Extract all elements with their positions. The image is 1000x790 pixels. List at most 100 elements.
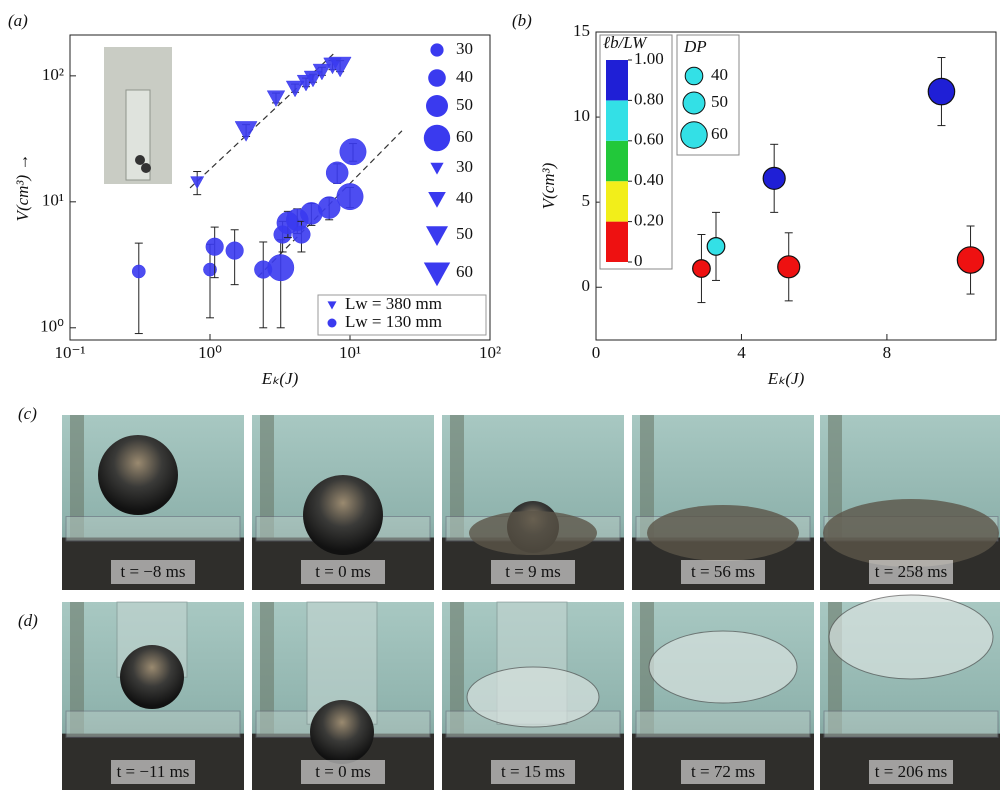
legend-box (317, 294, 487, 336)
colorbar-label: 0.80 (634, 89, 664, 108)
frame-caption: t = 206 ms (875, 762, 947, 781)
caption-bg (491, 760, 575, 784)
photo-frame: t = 0 ms (252, 415, 434, 590)
caption-bg (301, 560, 385, 584)
y-tick-label: 10⁰ (40, 317, 64, 336)
photo-glass (823, 710, 999, 738)
x-tick-label: 10¹ (339, 343, 361, 362)
legend-marker (426, 226, 448, 246)
marker (203, 262, 217, 277)
marker (292, 225, 311, 244)
photo-glass (65, 710, 241, 738)
x-axis-label: Eₖ(J) (261, 369, 299, 388)
inset-ball (141, 163, 151, 173)
legend-marker (423, 262, 451, 287)
legend-marker (680, 121, 708, 149)
marker (325, 161, 349, 185)
marker (317, 196, 341, 219)
legend-label: 60 (456, 127, 473, 146)
photo-ball (98, 435, 178, 515)
legend-label: Lw = 130 mm (345, 312, 442, 331)
frame-caption: t = 15 ms (501, 762, 565, 781)
legend-label: 40 (456, 67, 473, 86)
colorbar-segment (606, 140, 628, 182)
frame-caption: t = 72 ms (691, 762, 755, 781)
frame-caption: t = 258 ms (875, 562, 947, 581)
photo-bubble (466, 666, 600, 728)
legend-marker (430, 162, 444, 175)
legend-title: DP (683, 37, 707, 56)
x-tick-label: 0 (592, 343, 601, 362)
marker (762, 166, 786, 190)
marker (267, 254, 295, 282)
photo-frame: t = 9 ms (442, 415, 624, 590)
legend-marker (684, 66, 704, 86)
error-bar (134, 242, 143, 335)
panel-label: (b) (512, 11, 532, 30)
photo-frame: t = 206 ms (820, 594, 1000, 790)
legend-marker (682, 91, 706, 115)
photo-ball (120, 645, 184, 709)
colorbar-segment (606, 100, 628, 141)
marker (225, 241, 244, 260)
legend-label: 60 (711, 124, 728, 143)
photo-frame: t = 72 ms (632, 602, 814, 790)
plot-frame (69, 34, 491, 341)
legend-marker (430, 43, 444, 57)
colorbar-label: 0.60 (634, 130, 664, 149)
marker (312, 63, 332, 81)
legend-label: 30 (456, 157, 473, 176)
legend-marker (327, 318, 337, 328)
y-tick-label: 10¹ (42, 191, 64, 210)
colorbar-segment (606, 60, 628, 101)
photo-frame: t = 258 ms (820, 415, 1000, 590)
photo-bubble (648, 630, 798, 704)
frame-caption: t = 9 ms (505, 562, 560, 581)
photo-debris (823, 499, 999, 567)
colorbar-label: 1.00 (634, 49, 664, 68)
legend-marker (327, 301, 337, 310)
photo-frame: t = −8 ms (62, 415, 244, 590)
marker (131, 264, 146, 279)
frame-caption: t = −8 ms (121, 562, 186, 581)
colorbar-title: ℓb/LW (603, 33, 648, 52)
frame-caption: t = 56 ms (691, 562, 755, 581)
inset-ball (135, 155, 145, 165)
y-tick-label: 5 (582, 191, 591, 210)
panel-label: (a) (8, 11, 28, 30)
photo-debris (469, 511, 597, 555)
x-tick-label: 4 (737, 343, 746, 362)
caption-bg (869, 760, 953, 784)
marker (328, 56, 352, 78)
marker (339, 138, 367, 166)
error-bar (276, 239, 285, 329)
x-axis-label: Eₖ(J) (767, 369, 805, 388)
legend-marker (428, 69, 446, 87)
photo-ball (310, 700, 374, 764)
caption-bg (111, 560, 195, 584)
marker (927, 77, 956, 106)
photo-frame: t = 56 ms (632, 415, 814, 590)
colorbar-label: 0.40 (634, 170, 664, 189)
caption-bg (111, 760, 195, 784)
legend-marker (428, 191, 446, 208)
x-tick-label: 10² (479, 343, 501, 362)
y-tick-label: 10 (573, 106, 590, 125)
caption-bg (301, 760, 385, 784)
marker (692, 259, 711, 278)
legend-label: 30 (456, 39, 473, 58)
caption-bg (491, 560, 575, 584)
photo-frame: t = −11 ms (62, 601, 244, 790)
photo-bubble (828, 594, 994, 680)
plot-frame (595, 31, 997, 341)
frame-caption: t = −11 ms (117, 762, 190, 781)
marker (956, 246, 985, 274)
photo-frame: t = 15 ms (442, 601, 624, 790)
marker (336, 183, 364, 211)
y-axis-label: V(cm³) (539, 162, 558, 209)
legend-label: 60 (456, 262, 473, 281)
legend-marker (423, 124, 451, 152)
x-tick-label: 10⁻¹ (54, 343, 85, 362)
photo-glass (65, 516, 241, 542)
x-tick-label: 10⁰ (198, 343, 222, 362)
